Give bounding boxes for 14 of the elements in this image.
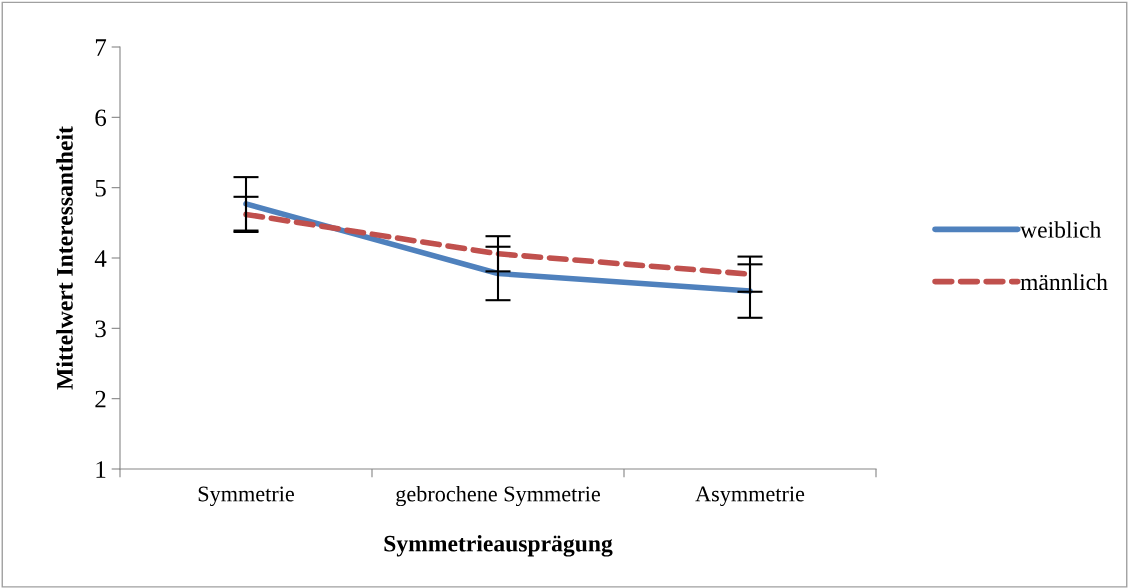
y-tick-label: 4 — [94, 250, 107, 267]
x-tick-label: Asymmetrie — [695, 486, 805, 507]
x-axis-title: Symmetrieausprägung — [384, 534, 613, 557]
y-axis-title: Mittelwert Interessantheit — [56, 126, 73, 390]
y-tick-label: 1 — [96, 461, 106, 478]
y-tick-label: 6 — [95, 109, 107, 127]
y-tick-label: 5 — [95, 179, 106, 197]
y-tick-label: 3 — [95, 320, 106, 338]
x-tick-label: Symmetrie — [198, 486, 294, 507]
y-tick-label: 2 — [95, 390, 106, 408]
legend-label: weiblich — [1020, 221, 1102, 238]
x-tick-label: gebrochene Symmetrie — [396, 485, 600, 507]
legend-label: männlich — [1020, 273, 1108, 291]
y-tick-label: 7 — [95, 39, 107, 56]
